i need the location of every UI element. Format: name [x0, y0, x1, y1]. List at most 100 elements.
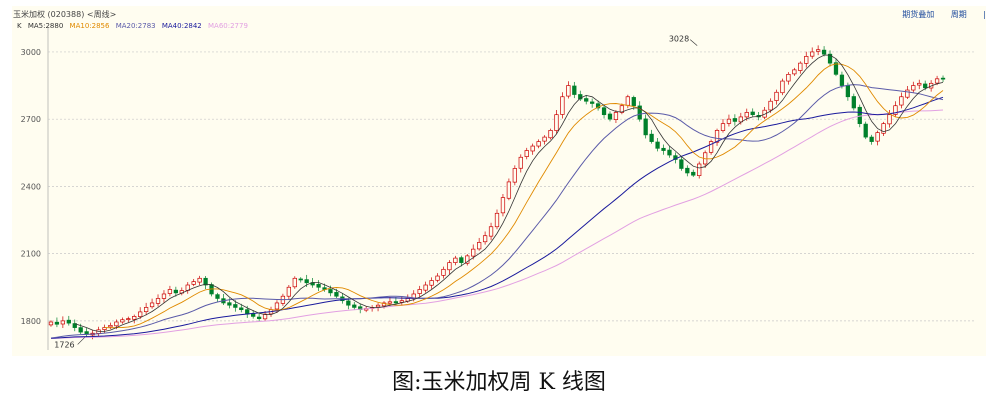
candle-up: [893, 105, 898, 115]
candle-up: [120, 319, 125, 323]
candle-up: [417, 289, 422, 294]
candle-down: [679, 159, 684, 169]
candle-up: [798, 62, 803, 71]
candle-up: [482, 235, 488, 243]
candle-up: [566, 85, 571, 97]
candle-down: [316, 283, 321, 288]
low-annotation: 1726: [54, 340, 74, 349]
candle-up: [780, 80, 785, 94]
candle-up: [48, 321, 54, 326]
candle-up: [143, 307, 149, 313]
candle-up: [506, 181, 512, 199]
candle-down: [352, 304, 357, 308]
candle-up: [786, 73, 791, 82]
candle-up: [387, 301, 393, 304]
candle-down: [298, 278, 303, 281]
separator-link[interactable]: |: [983, 10, 986, 19]
candle-down: [833, 62, 839, 75]
candle-up: [810, 51, 815, 57]
period-link[interactable]: 周期: [950, 10, 967, 19]
candle-up: [548, 130, 553, 139]
candle-up: [512, 168, 517, 183]
candle-down: [863, 123, 868, 138]
candle-down: [590, 101, 595, 104]
candle-up: [138, 311, 143, 317]
candle-up: [274, 302, 280, 310]
candle-up: [465, 255, 470, 264]
candle-down: [732, 118, 738, 122]
candle-down: [940, 77, 946, 80]
candle-down: [393, 301, 399, 304]
candle-up: [536, 141, 541, 147]
candle-down: [173, 289, 178, 294]
legend-ma20: MA20:2783: [115, 22, 156, 30]
candle-down: [227, 302, 232, 306]
candle-up: [697, 163, 702, 176]
high-annotation: 3028: [669, 35, 689, 44]
candle-down: [239, 307, 244, 311]
candle-down: [661, 147, 666, 151]
y-tick-label: 2100: [21, 250, 41, 259]
candle-down: [66, 319, 71, 324]
candle-down: [54, 321, 60, 325]
candle-up: [768, 100, 773, 111]
ma60-line: [50, 109, 944, 339]
candle-down: [839, 74, 845, 86]
candle-up: [726, 118, 732, 124]
candle-up: [108, 324, 113, 328]
candle-up: [804, 56, 809, 64]
ma40-line: [50, 96, 944, 339]
candle-up: [530, 145, 535, 152]
candle-up: [132, 316, 137, 320]
candle-up: [488, 226, 494, 237]
candle-up: [554, 114, 559, 131]
candle-down: [215, 294, 220, 299]
candlestick-chart: 1800 2100 2400 2700 3000 1726 3028: [21, 28, 976, 350]
chart-header-title: 玉米加权 (020388) <周线>: [13, 10, 117, 19]
candle-up: [613, 112, 619, 120]
ma20-line: [50, 84, 944, 339]
candle-down: [667, 149, 672, 156]
y-tick-label: 2700: [21, 115, 41, 124]
candle-up: [167, 289, 173, 294]
candle-down: [251, 313, 256, 317]
candle-up: [155, 298, 161, 304]
figure-caption: 图:玉米加权周 K 线图: [392, 370, 606, 395]
candle-down: [655, 141, 660, 149]
candle-up: [149, 302, 155, 308]
legend-ma10: MA10:2856: [69, 22, 110, 30]
candle-up: [191, 281, 196, 285]
candle-down: [304, 279, 309, 284]
candle-up: [381, 302, 387, 307]
candle-down: [595, 103, 601, 109]
candle-up: [560, 96, 565, 115]
candle-down: [631, 97, 636, 107]
candle-down: [334, 292, 339, 297]
candle-up: [292, 277, 297, 288]
candle-up: [500, 197, 506, 214]
candle-down: [584, 98, 589, 102]
candle-down: [256, 316, 262, 319]
candle-up: [714, 130, 720, 143]
candle-up: [518, 156, 523, 169]
candle-up: [447, 262, 452, 271]
candle-up: [708, 141, 714, 153]
candle-down: [72, 323, 77, 328]
candle-down: [851, 96, 856, 109]
high-annotation-pointer: [690, 39, 698, 46]
candle-down: [821, 49, 827, 55]
candle-up: [126, 318, 131, 320]
candle-down: [691, 171, 696, 176]
candle-down: [845, 85, 851, 98]
candle-up: [881, 123, 886, 134]
candle-up: [423, 284, 428, 291]
candle-down: [643, 118, 648, 136]
candle-up: [262, 313, 268, 320]
candle-up: [625, 96, 630, 106]
candle-down: [78, 327, 83, 333]
candle-up: [905, 89, 910, 98]
candle-up: [114, 321, 119, 327]
overlay-futures-link[interactable]: 期货叠加: [902, 10, 935, 19]
candle-down: [601, 107, 607, 116]
candle-up: [774, 91, 779, 101]
